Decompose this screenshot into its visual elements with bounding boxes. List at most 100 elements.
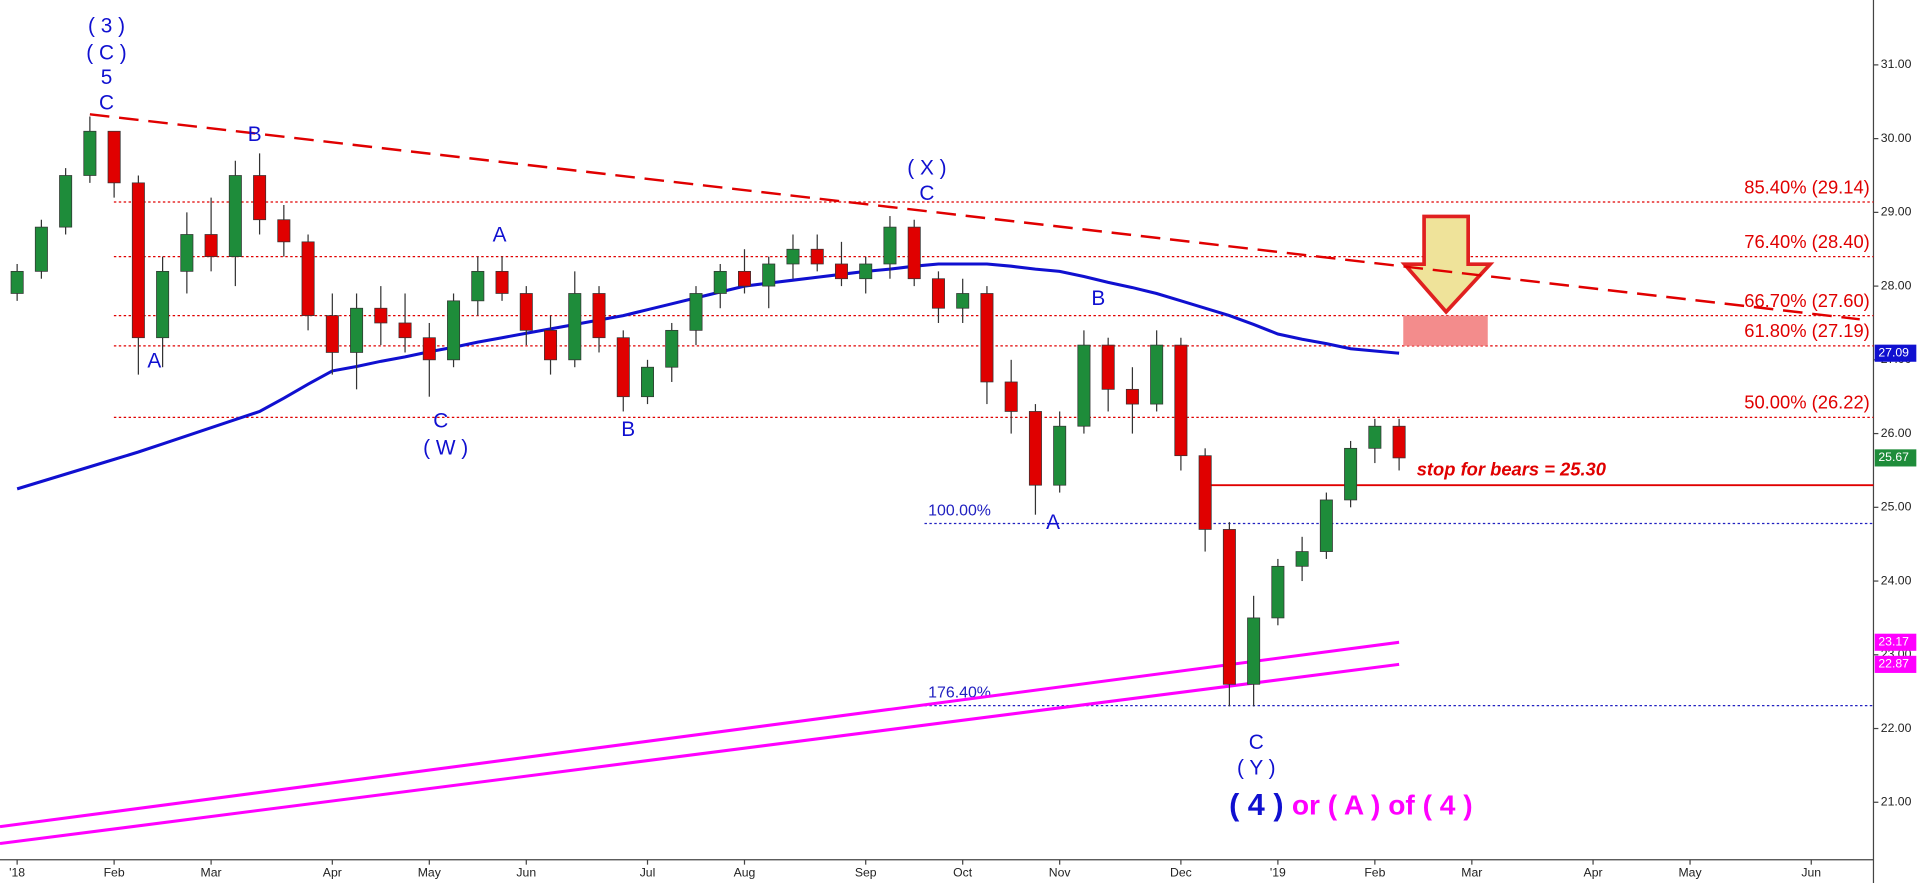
candle-body	[786, 248, 800, 265]
wave-label: ( 4 )	[1229, 788, 1283, 822]
candle-body	[519, 293, 533, 331]
candle-body	[931, 278, 945, 309]
fib-label: 85.40% (29.14)	[1744, 176, 1870, 197]
candle-body	[568, 293, 582, 361]
x-tick-label: May	[418, 865, 442, 879]
candle-body	[1271, 565, 1285, 619]
price-tag-label: 22.87	[1878, 657, 1909, 671]
wave-label: C	[99, 91, 114, 114]
candle-body	[59, 175, 73, 228]
candle-body	[1028, 411, 1042, 486]
candle-body	[665, 329, 679, 368]
wave-label: A	[147, 350, 161, 373]
y-tick-label: 31.00	[1881, 57, 1912, 71]
candle-body	[1150, 344, 1164, 405]
wave-label: C	[433, 409, 448, 432]
y-tick-label: 29.00	[1881, 205, 1912, 219]
candle-body	[1247, 617, 1261, 685]
price-tag-label: 25.67	[1878, 450, 1909, 464]
candle-body	[204, 234, 218, 257]
x-tick-label: Jun	[516, 865, 536, 879]
x-tick-label: Aug	[734, 865, 756, 879]
candle-body	[1319, 499, 1333, 552]
candle-body	[228, 175, 242, 257]
candle-body	[1125, 388, 1139, 405]
x-tick-label: Feb	[104, 865, 125, 879]
candle-body	[810, 248, 824, 265]
x-tick-label: Dec	[1170, 865, 1192, 879]
x-tick-label: Mar	[1461, 865, 1482, 879]
y-tick-label: 30.00	[1881, 131, 1912, 145]
candle-body	[350, 307, 364, 353]
trend-channel	[0, 640, 1400, 829]
y-tick-label: 25.00	[1881, 500, 1912, 514]
y-tick-label: 28.00	[1881, 278, 1912, 292]
candle-body	[616, 337, 630, 398]
wave-label: A	[1046, 511, 1060, 534]
candle-body	[859, 263, 873, 280]
candle-body	[131, 182, 145, 339]
resistance-line	[89, 113, 1860, 321]
candle-body	[83, 130, 97, 176]
wave-label: B	[1091, 287, 1105, 310]
candle-body	[1198, 455, 1212, 530]
candle-body	[301, 241, 315, 316]
wave-label: B	[621, 418, 635, 441]
stop-label: stop for bears = 25.30	[1417, 458, 1607, 479]
wave-label: ( X )	[907, 156, 946, 179]
candle-body	[107, 130, 121, 184]
candle-body	[447, 300, 461, 361]
wave-label: ( W )	[423, 436, 468, 459]
x-tick-label: Mar	[201, 865, 222, 879]
price-tag	[1874, 449, 1917, 467]
wave-label: or ( A ) of ( 4 )	[1292, 790, 1473, 821]
x-tick-label: Jun	[1801, 865, 1821, 879]
candle-body	[1174, 344, 1188, 457]
candle-body	[1295, 551, 1309, 567]
wave-label: B	[248, 123, 262, 146]
candle-body	[325, 315, 339, 353]
x-tick-label: Apr	[1584, 865, 1603, 879]
candle-body	[1222, 529, 1236, 685]
x-tick-label: Oct	[953, 865, 973, 879]
candle-body	[641, 366, 654, 398]
price-tag	[1874, 655, 1917, 673]
wave-label: ( C )	[86, 41, 126, 64]
fib-label: 50.00% (26.22)	[1744, 392, 1870, 413]
price-tag-label: 27.09	[1878, 345, 1909, 359]
candle-body	[374, 307, 388, 324]
x-tick-label: Sep	[855, 865, 877, 879]
candle-body	[1101, 344, 1115, 390]
candle-body	[1392, 425, 1406, 459]
x-tick-label: Feb	[1364, 865, 1385, 879]
x-tick-label: '19	[1270, 865, 1286, 879]
candle-body	[471, 270, 485, 302]
target-zone	[1403, 315, 1488, 346]
fib-label: 61.80% (27.19)	[1744, 320, 1870, 341]
candle-body	[883, 226, 897, 265]
fib-label: 66.70% (27.60)	[1744, 290, 1870, 311]
candle-body	[253, 175, 267, 221]
wave-label: C	[919, 182, 934, 205]
candle-body	[689, 293, 703, 331]
y-tick-label: 21.00	[1881, 795, 1912, 809]
price-tag-label: 23.17	[1878, 634, 1909, 648]
x-tick-label: '18	[9, 865, 25, 879]
candle-body	[907, 226, 921, 280]
candle-body	[1004, 381, 1018, 412]
candle-body	[956, 293, 970, 309]
candle-body	[398, 322, 412, 339]
candle-body	[1053, 425, 1067, 486]
down-arrow	[1400, 214, 1495, 315]
wave-label: C	[1249, 731, 1264, 754]
y-tick-label: 22.00	[1881, 721, 1912, 735]
wave-label: ( Y )	[1237, 757, 1276, 780]
candle-body	[834, 263, 848, 280]
candle-body	[1344, 447, 1358, 501]
candle-body	[1368, 425, 1382, 449]
x-tick-label: Nov	[1049, 865, 1072, 879]
fib-label: 100.00%	[928, 503, 991, 520]
wave-label: 5	[101, 66, 113, 89]
